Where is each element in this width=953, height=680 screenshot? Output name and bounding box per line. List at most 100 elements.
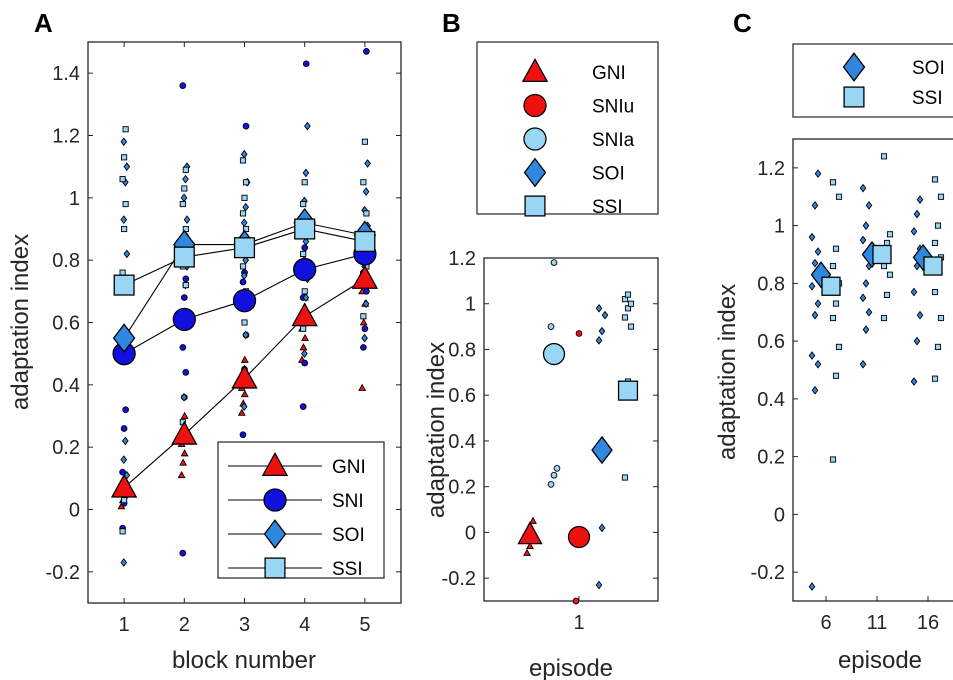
panel-a-sni-point [239,278,247,286]
panel-c-ssi-point [880,314,888,322]
panel-c-ytick-label: 0.8 [757,273,785,295]
panel-b-ytick-label: 0.4 [448,431,476,453]
panel-a-ssi-point [119,176,126,183]
panel-c-ssi-point [886,271,894,278]
panel-b-legend-ssi-label: SSI [592,197,623,218]
panel-a-xlabel: block number [172,647,316,674]
panel-a-xtick-label: 1 [119,614,130,636]
panel-c-ytick-label: 0.2 [757,447,785,469]
panel-a-gni-point [299,343,308,351]
panel-a-sni-mean [172,307,196,332]
panel-b-plot: -0.2 0 0.2 0.4 0.6 0.8 1 1.2 1 GNI SNIu SNIa SOI SSI [442,58,658,634]
panel-a-soi-point [183,215,191,225]
panel-a-soi-point [123,162,131,172]
panel-c-ytick-label: 1.2 [757,158,785,180]
panel-a-soi-point [301,349,308,359]
panel-a-soi-point [121,436,129,446]
panel-a-ssi-point [181,185,188,192]
panel-a-ssi-point [182,282,189,289]
panel-a-sni-mean [293,257,317,282]
panel-a-ssi-point [182,166,189,173]
panel-a-ssi-mean [233,237,256,259]
panel-a-sni-mean [232,289,257,313]
panel-a-sni-point [122,406,129,414]
panel-a-soi-point [364,159,371,168]
panel-a-soi-point [120,137,128,147]
panel-a-soi-point [302,237,310,246]
panel-c-ssi-point [829,179,837,186]
panel-a-soi-point [240,149,248,159]
panel-c-soi-point [811,385,819,395]
panel-a-ssi-point [363,210,370,217]
panel-a-ssi-point [239,263,247,270]
panel-c-soi-point [865,201,873,210]
panel-b-soi-point [595,303,603,313]
panel-a-sni-point [180,294,188,301]
panel-a-soi-point [242,330,250,340]
panel-a-ssi-mean [173,246,195,268]
panel-a-ytick-label: 0 [69,500,80,522]
panel-a-plot: -0.2 0 0.2 0.4 0.6 0.8 1 1.2 1.4 1 2 3 4 5 GNI SNI SOI SS… [46,42,401,636]
panel-c-ssi-point [937,314,945,322]
panel-c-ssi-point [937,193,945,200]
panel-a-gni-mean [110,473,138,498]
panel-b-legend [476,41,659,215]
panel-b-snia-point [553,465,561,472]
panel-c-ssi-point [829,456,837,463]
panel-c-soi-point [814,299,822,308]
panel-b-legend-snia-icon [523,127,547,151]
panel-a-gni-point [358,383,367,391]
panel-a-gni-point [240,355,249,363]
panel-a-legend [217,441,385,579]
panel-a-ssi-point [242,179,250,186]
panel-c-legend-ssi-label: SSI [912,88,943,109]
panel-b-axes [483,257,659,602]
panel-b-xlabel: episode [529,655,613,680]
panel-b-legend-gni-label: GNI [592,63,626,84]
panel-a-gni-point [177,470,186,479]
panel-a-ssi-point [121,154,128,161]
panel-c-soi-point [859,359,867,369]
panel-a-sni-point [119,468,126,476]
panel-a-legend-gni-icon [261,452,289,477]
panel-a-soi-point [123,249,131,259]
panel-a-ssi-point [360,179,367,186]
panel-c-ssi-point [832,300,840,307]
panel-a-ssi-point [301,288,308,295]
panel-a-ytick-label: 0.8 [52,250,80,272]
panel-a-soi-point [304,121,311,131]
panel-a-soi-point [240,402,248,412]
panel-c-soi-point [913,209,921,219]
panel-a-gni-mean [171,420,198,445]
panel-c-xtick-label: 11 [867,612,888,634]
panel-a-legend-soi-icon [263,519,287,549]
panel-a-legend-ssi-label: SSI [332,559,363,580]
panel-c-ssi-point [829,262,837,270]
panel-c-soi-point [811,258,819,268]
panel-c-soi-point [862,221,870,230]
panel-c-soi-point [862,279,870,288]
panel-c-ssi-point [934,343,942,350]
panel-a-sni-point [120,425,128,432]
panel-c-ssi-point [835,343,843,350]
panel-b-ytick-label: 0.2 [448,477,476,499]
panel-c-ytick-label: 0.4 [757,389,785,411]
panel-c-soi-point [808,232,816,242]
panel-a-soi-point [302,293,310,302]
panel-c-ssi-point [931,288,939,296]
panel-a-ssi-mean [294,218,316,240]
panel-c-ssi-point [934,222,942,229]
panel-c-soi-point [916,310,924,320]
panel-a-ssi-mean [354,230,376,253]
panel-c-soi-point [859,293,867,303]
panel-a-ssi-point [179,201,186,208]
panel-a-soi-point [362,299,370,309]
panel-a-ytick-label: 1.2 [52,126,80,148]
panel-a-legend-gni-label: GNI [332,457,366,478]
panel-a-ssi-point [242,225,250,233]
panel-label-c: C [733,8,752,38]
panel-a-ssi-point [300,201,307,208]
panel-a-gni-mean [231,364,258,389]
panel-a-ssi-point [122,126,129,133]
